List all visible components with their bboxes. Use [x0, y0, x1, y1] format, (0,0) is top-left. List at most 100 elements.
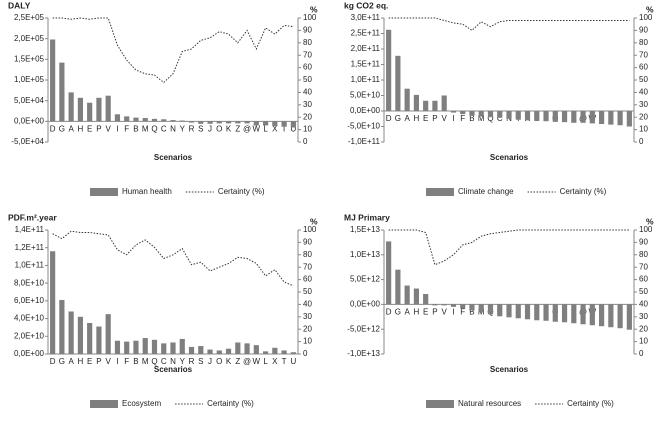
x-tick-label: W [253, 124, 261, 133]
bar [114, 340, 121, 354]
x-tick-label: B [133, 124, 138, 133]
x-tick-label: F [460, 308, 465, 317]
x-tick-label: E [423, 114, 428, 123]
y-tick-label: -1,0E+13 [347, 349, 380, 358]
y-tick-label: 5,0E+10 [350, 91, 381, 100]
x-tick-label: F [124, 124, 129, 133]
x-tick-label: O [216, 357, 222, 366]
bar [133, 340, 139, 354]
x-tick-label: S [198, 357, 203, 366]
bar [198, 346, 204, 354]
x-tick-label: I [452, 308, 454, 317]
y2-tick-label: 40 [639, 300, 648, 309]
bar [469, 304, 475, 311]
legend-swatch [90, 400, 118, 408]
y2-tick-label: 80 [303, 250, 312, 259]
bar [506, 111, 512, 119]
x-tick-label: Z [235, 357, 240, 366]
bar [589, 111, 595, 124]
bar [617, 304, 623, 329]
bar [608, 304, 614, 328]
y2-tick-label: 60 [639, 275, 648, 284]
x-tick-label: I [116, 124, 118, 133]
bar [599, 111, 605, 125]
x-tick-label: C [161, 124, 167, 133]
legend-label: Certainty (%) [207, 399, 254, 408]
y-tick-label: 1,5E+05 [14, 54, 45, 63]
y2-tick-label: 10 [303, 337, 312, 346]
bar [216, 350, 222, 354]
x-tick-label: M [478, 114, 485, 123]
x-tick-label: S [198, 124, 203, 133]
bar [441, 95, 447, 111]
x-tick-label: K [226, 124, 232, 133]
bar [281, 350, 287, 354]
y2-tick-label: 10 [639, 125, 648, 134]
y-tick-label: 1,0E+05 [14, 75, 45, 84]
y-tick-label: 0,0E+00 [14, 116, 45, 125]
bar [290, 352, 296, 354]
bar [151, 118, 158, 122]
x-tick-label: R [189, 124, 195, 133]
legend-label: Certainty (%) [560, 187, 607, 196]
x-tick-label: W [253, 357, 261, 366]
x-tick-label: A [68, 357, 74, 366]
bar [487, 304, 494, 315]
bar [272, 121, 278, 127]
y-tick-label: 1,0E+11 [351, 75, 381, 84]
bar [253, 121, 259, 126]
bar [50, 251, 56, 354]
bar [68, 92, 74, 122]
certainty-line [52, 230, 294, 287]
bar [161, 343, 167, 354]
y2-tick-label: 0 [303, 349, 308, 358]
bar [142, 338, 148, 354]
y2-tick-label: 10 [303, 125, 312, 134]
x-tick-label: H [414, 308, 420, 317]
y-tick-label: -5,0E+12 [347, 324, 380, 333]
bar [543, 304, 549, 321]
bar [188, 346, 195, 354]
chart-panel: kg CO2 eq. % -1,0E+11 -5,0E+10 0,0E+00 5,0E+1… [344, 0, 654, 196]
y2-tick-label: 50 [303, 75, 312, 84]
y-tick-label: -1,0E+11 [348, 137, 381, 146]
y-tick-label: 5,0E+04 [14, 96, 45, 105]
x-tick-label: R [189, 357, 195, 366]
x-tick-label: P [432, 114, 437, 123]
x-tick-label: E [87, 124, 92, 133]
bar [198, 121, 204, 124]
y2-tick-label: 20 [639, 112, 648, 121]
y-tick-label: 3,0E+11 [351, 13, 381, 22]
bar [395, 55, 401, 111]
x-tick-label: T [282, 124, 287, 133]
bar [263, 121, 269, 126]
x-tick-label: G [395, 308, 401, 317]
chart-panel: MJ Primary % -1,0E+13 -5,0E+12 0,0E+00 5,0E+1… [344, 212, 654, 408]
y2-tick-label: 70 [639, 50, 648, 59]
x-tick-label: I [116, 357, 118, 366]
y2-axis-label: % [646, 216, 654, 226]
y2-tick-label: 80 [639, 38, 648, 47]
bar [487, 111, 494, 118]
bar [253, 345, 259, 354]
bar [626, 304, 632, 330]
chart-panel: PDF.m².year % 0,0E+00 2,0E+10 4,0E+10 6,0E+10… [8, 212, 318, 408]
bar [124, 116, 130, 122]
bar [599, 304, 605, 327]
y2-tick-label: 30 [303, 100, 312, 109]
x-tick-label: I [452, 114, 454, 123]
bar [124, 341, 130, 354]
x-tick-label: J [208, 357, 212, 366]
bar [133, 117, 139, 122]
bar [225, 348, 232, 354]
y-tick-label: -5,0E+04 [11, 137, 44, 146]
bar [68, 311, 74, 354]
y2-tick-label: 0 [639, 349, 644, 358]
x-tick-label: Q [151, 124, 157, 133]
bar [617, 111, 623, 126]
y-tick-label: 1,4E+11 [15, 225, 45, 234]
y2-tick-label: 100 [303, 225, 317, 234]
bar [87, 323, 93, 354]
bar [77, 97, 83, 122]
bar [561, 111, 568, 123]
